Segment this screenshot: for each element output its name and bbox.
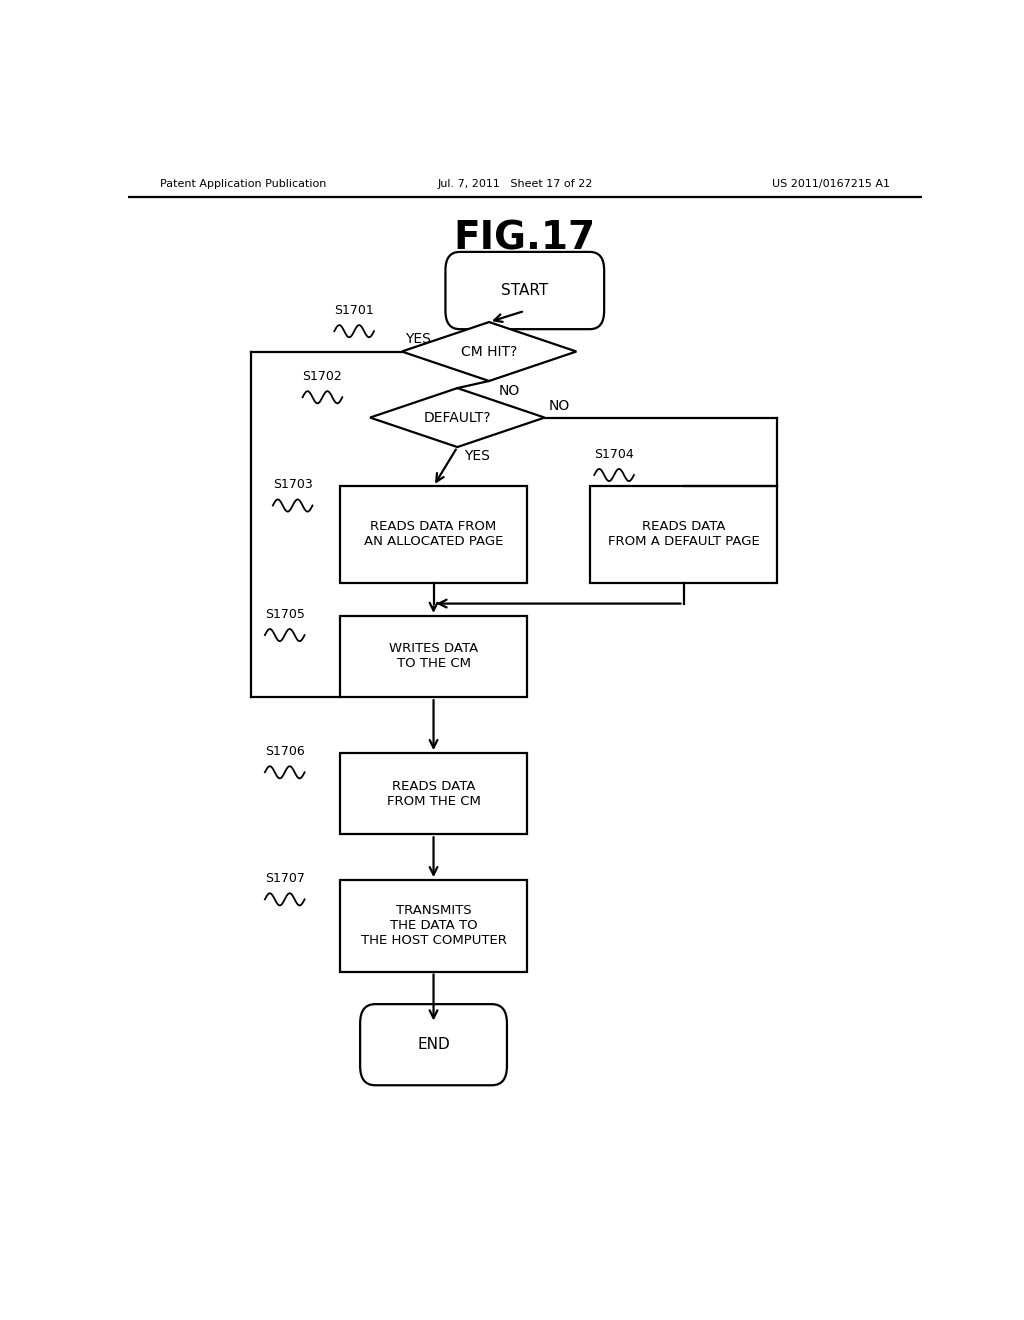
- Text: NO: NO: [499, 384, 520, 399]
- Text: CM HIT?: CM HIT?: [461, 345, 517, 359]
- Text: TRANSMITS
THE DATA TO
THE HOST COMPUTER: TRANSMITS THE DATA TO THE HOST COMPUTER: [360, 904, 507, 948]
- Text: S1701: S1701: [334, 304, 374, 317]
- Text: DEFAULT?: DEFAULT?: [424, 411, 492, 425]
- Text: Patent Application Publication: Patent Application Publication: [160, 178, 326, 189]
- Bar: [340, 752, 526, 834]
- Text: US 2011/0167215 A1: US 2011/0167215 A1: [772, 178, 890, 189]
- Text: END: END: [417, 1038, 450, 1052]
- Bar: [340, 615, 526, 697]
- Text: YES: YES: [464, 449, 489, 463]
- Bar: [340, 486, 526, 582]
- Text: S1702: S1702: [303, 370, 342, 383]
- Text: YES: YES: [404, 333, 431, 346]
- Text: READS DATA FROM
AN ALLOCATED PAGE: READS DATA FROM AN ALLOCATED PAGE: [364, 520, 503, 549]
- Bar: [340, 880, 526, 972]
- Text: Jul. 7, 2011   Sheet 17 of 22: Jul. 7, 2011 Sheet 17 of 22: [437, 178, 593, 189]
- Text: FIG.17: FIG.17: [454, 219, 596, 257]
- Text: READS DATA
FROM THE CM: READS DATA FROM THE CM: [387, 780, 480, 808]
- Text: NO: NO: [549, 399, 570, 412]
- FancyBboxPatch shape: [445, 252, 604, 329]
- Text: S1705: S1705: [265, 609, 305, 620]
- Text: READS DATA
FROM A DEFAULT PAGE: READS DATA FROM A DEFAULT PAGE: [607, 520, 760, 549]
- Text: START: START: [501, 282, 549, 298]
- Text: S1707: S1707: [265, 873, 305, 886]
- Polygon shape: [401, 322, 577, 381]
- Polygon shape: [370, 388, 545, 447]
- FancyBboxPatch shape: [360, 1005, 507, 1085]
- Text: S1703: S1703: [272, 478, 312, 491]
- Text: WRITES DATA
TO THE CM: WRITES DATA TO THE CM: [389, 643, 478, 671]
- Text: S1706: S1706: [265, 744, 305, 758]
- Text: S1704: S1704: [594, 447, 634, 461]
- Bar: [590, 486, 777, 582]
